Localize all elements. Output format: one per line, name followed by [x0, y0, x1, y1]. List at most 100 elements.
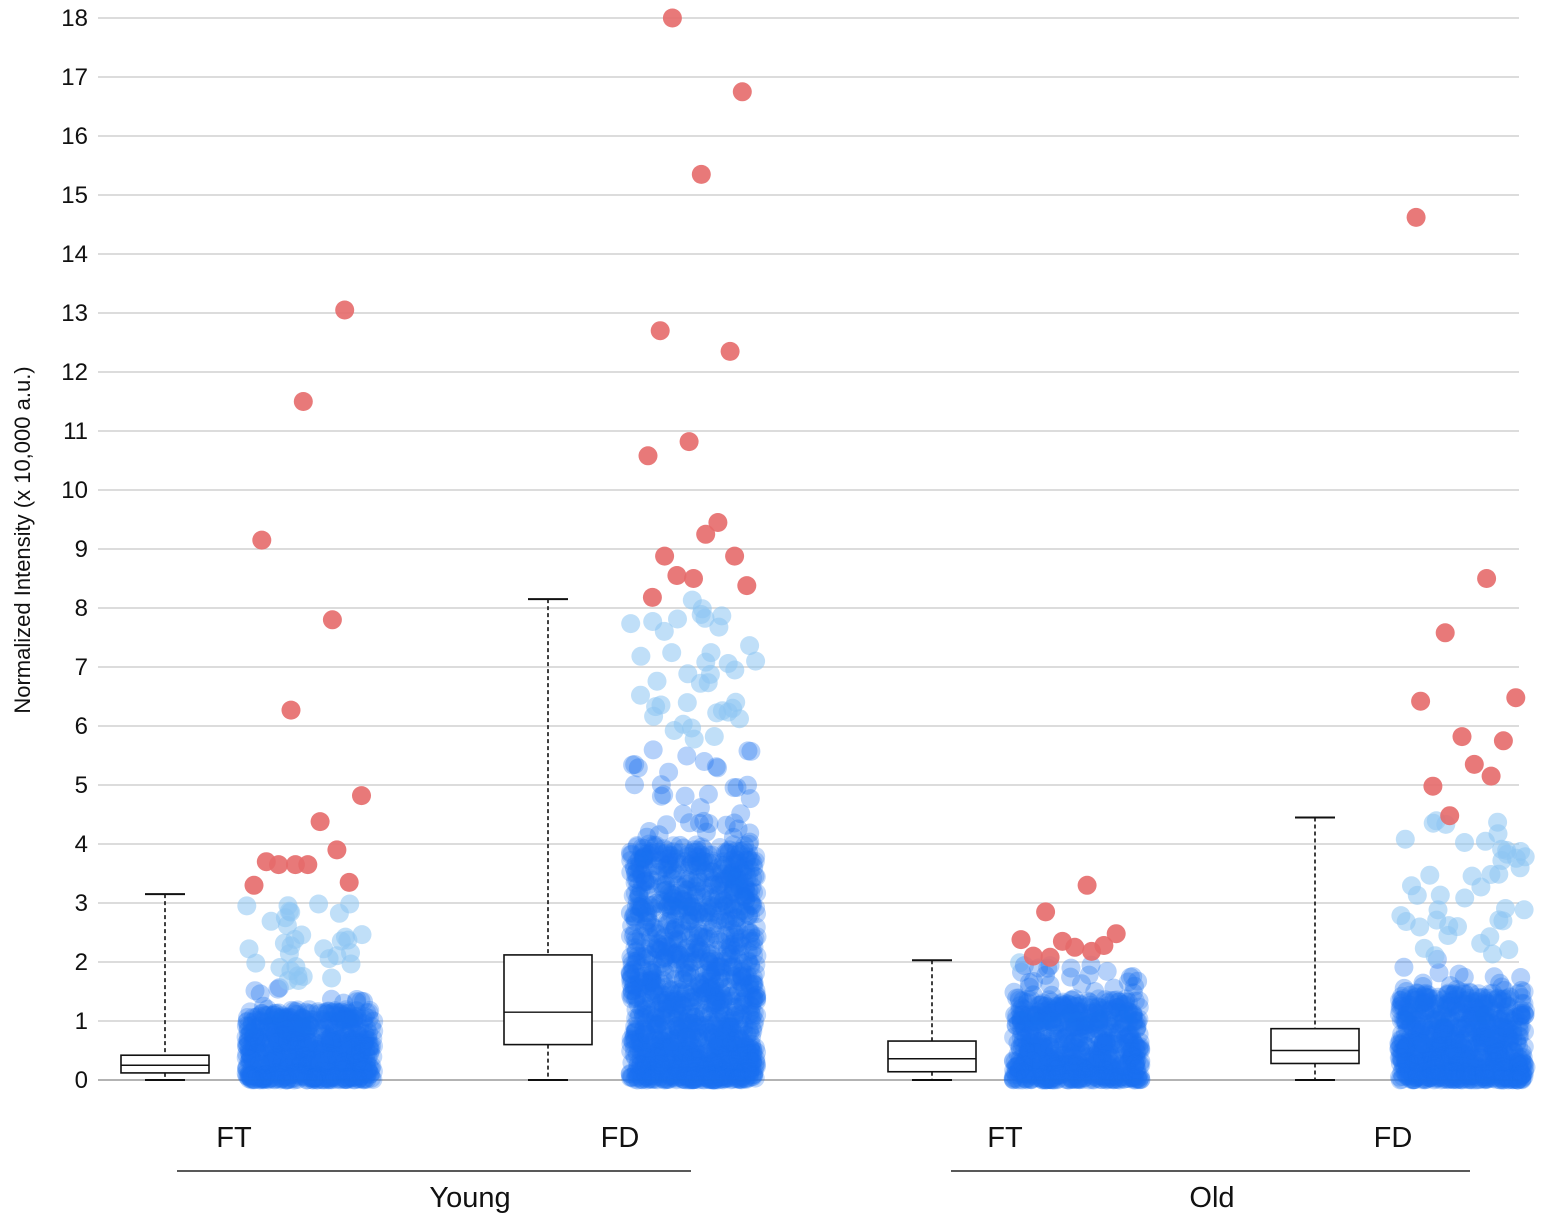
inlier-point	[303, 1010, 323, 1030]
inlier-point	[275, 908, 295, 928]
inlier-point	[311, 1020, 331, 1040]
inlier-point	[700, 1061, 720, 1081]
inlier-point	[342, 1063, 362, 1082]
inlier-point	[238, 1035, 258, 1055]
inlier-point	[1429, 963, 1449, 983]
inlier-point	[241, 1068, 261, 1088]
inlier-point	[345, 1044, 365, 1064]
inlier-point	[284, 1001, 304, 1021]
inlier-point	[295, 1039, 315, 1059]
inlier-point	[297, 1070, 317, 1090]
inlier-point	[295, 1046, 315, 1066]
inlier-point	[1058, 1008, 1078, 1028]
inlier-point	[337, 1070, 357, 1089]
inlier-point	[281, 1011, 301, 1030]
inlier-point	[311, 1037, 331, 1057]
inlier-point	[240, 1065, 260, 1085]
inlier-point	[328, 1030, 348, 1050]
inlier-point	[701, 1065, 721, 1085]
inlier-point	[1020, 977, 1039, 997]
inlier-point	[281, 1000, 301, 1020]
inlier-point	[689, 926, 708, 946]
inlier-point	[732, 959, 752, 979]
inlier-point	[724, 1043, 744, 1063]
inlier-point	[265, 1069, 285, 1089]
inlier-point	[245, 981, 265, 1001]
inlier-point	[716, 1020, 736, 1040]
inlier-point	[287, 1038, 307, 1057]
inlier-point	[242, 1049, 262, 1069]
inlier-point	[629, 897, 649, 917]
inlier-point	[257, 1012, 277, 1032]
inlier-point	[259, 1066, 279, 1085]
inlier-point	[743, 991, 763, 1010]
inlier-point	[315, 1003, 335, 1022]
inlier-point	[246, 1034, 266, 1053]
inlier-point	[673, 884, 693, 903]
inlier-point	[238, 1008, 257, 1027]
inlier-point	[650, 1031, 670, 1051]
inlier-point	[239, 939, 259, 959]
inlier-point	[660, 911, 680, 931]
inlier-point	[635, 1064, 655, 1084]
inlier-point	[301, 1012, 321, 1032]
inlier-point	[359, 1037, 379, 1057]
inlier-point	[705, 1060, 725, 1080]
inlier-point	[655, 880, 675, 900]
inlier-point	[726, 1051, 746, 1071]
inlier-point	[639, 874, 659, 894]
inlier-point	[738, 905, 758, 925]
inlier-point	[360, 1000, 380, 1020]
inlier-point	[744, 857, 764, 877]
inlier-point	[686, 1047, 706, 1067]
inlier-point	[252, 1003, 272, 1023]
inlier-point	[298, 1055, 318, 1075]
inlier-point	[246, 1007, 266, 1027]
inlier-point	[637, 1065, 657, 1085]
inlier-point	[266, 1040, 286, 1060]
inlier-point	[349, 1069, 369, 1089]
inlier-point	[277, 1066, 297, 1086]
inlier-point	[256, 1006, 276, 1026]
inlier-point	[348, 1051, 368, 1071]
inlier-point	[337, 1055, 356, 1075]
inlier-point	[296, 1068, 316, 1088]
inlier-point	[1512, 1055, 1532, 1075]
inlier-point	[338, 930, 358, 950]
inlier-point	[314, 1011, 334, 1031]
inlier-point	[626, 1022, 645, 1042]
inlier-point	[676, 875, 696, 894]
inlier-point	[300, 1015, 320, 1035]
inlier-point	[262, 1041, 282, 1061]
inlier-point	[680, 1040, 699, 1060]
inlier-point	[747, 1005, 767, 1025]
inlier-point	[345, 1033, 365, 1053]
inlier-point	[1511, 968, 1531, 987]
inlier-point	[288, 1045, 308, 1065]
inlier-point	[1511, 1006, 1531, 1026]
inlier-point	[719, 858, 739, 878]
inlier-point	[347, 1025, 367, 1045]
category-label: FD	[601, 1122, 640, 1154]
inlier-point	[335, 1043, 355, 1063]
inlier-point	[636, 1043, 656, 1063]
inlier-point	[320, 1019, 340, 1038]
inlier-point	[349, 1066, 369, 1086]
inlier-point	[265, 1043, 285, 1063]
inlier-point	[641, 928, 660, 948]
inlier-point	[271, 1059, 291, 1079]
inlier-point	[265, 1004, 285, 1024]
y-tick-label: 13	[61, 300, 88, 327]
inlier-point	[743, 853, 763, 873]
inlier-point	[670, 993, 690, 1013]
inlier-point	[723, 698, 743, 718]
inlier-point	[708, 957, 728, 977]
inlier-point	[709, 1063, 729, 1083]
inlier-point	[691, 927, 711, 947]
inlier-point	[290, 1056, 310, 1076]
inlier-point	[741, 923, 761, 943]
inlier-point	[291, 1064, 311, 1084]
inlier-point	[355, 1024, 375, 1044]
inlier-point	[352, 1037, 372, 1057]
